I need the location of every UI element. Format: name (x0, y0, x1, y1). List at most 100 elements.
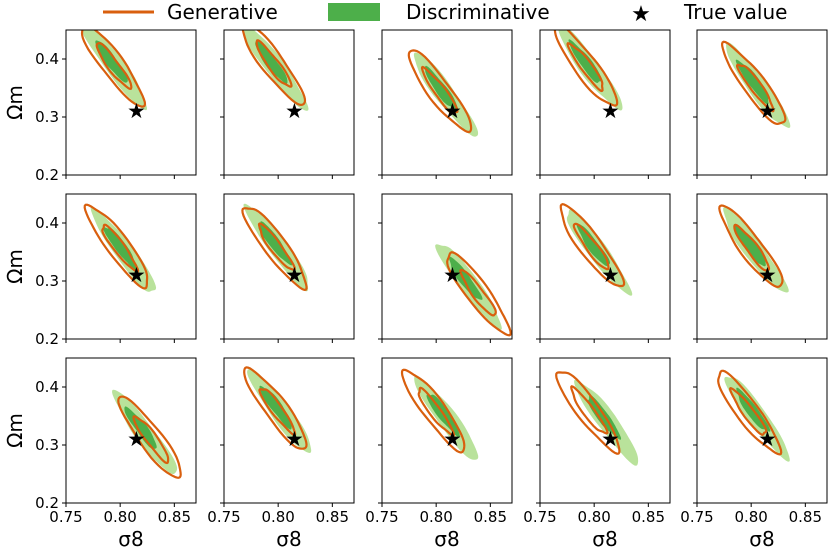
generative-inner-contour (258, 388, 297, 437)
legend: Generative Discriminative ★ True value (103, 0, 787, 27)
true-value-star-icon: ★ (127, 99, 146, 123)
generative-inner-contour (101, 223, 140, 273)
true-value-star-icon: ★ (443, 99, 462, 123)
panel-3-4: ★ 0.75 0.80 0.85 σ8 (523, 357, 671, 551)
generative-outer-contour (83, 203, 149, 290)
generative-outer-contour (446, 251, 512, 337)
x-tick-label: 0.80 (103, 508, 136, 526)
panel-2-5: ★ (693, 193, 828, 343)
y-tick-label: 0.2 (35, 330, 59, 348)
panel-frame (539, 29, 671, 176)
true-value-star-icon: ★ (285, 427, 304, 451)
generative-outer-contour (243, 366, 308, 450)
true-value-star-icon: ★ (601, 263, 620, 287)
panel-frame (539, 357, 671, 504)
discriminative-inner-region (576, 223, 610, 266)
true-value-star-icon: ★ (443, 263, 462, 287)
panel-1-4: ★ (536, 29, 671, 179)
x-tick-label: 0.75 (680, 508, 713, 526)
panel-frame (223, 29, 355, 176)
panel-1-2: ★ (220, 29, 355, 179)
panel-frame (381, 357, 513, 504)
x-tick-label: 0.85 (632, 508, 665, 526)
x-axis-label: σ8 (592, 527, 617, 551)
generative-outer-contour (718, 204, 784, 289)
panel-grid: ★ 0.2 0.3 0.4 Ωm ★ ★ ★ ★ ★ 0.2 0.3 0.4 Ωm ★ ★ ★ ★ ★ 0.2 0.3 0… (3, 29, 828, 551)
true-value-star-icon: ★ (127, 427, 146, 451)
true-value-star-icon: ★ (443, 427, 462, 451)
generative-outer-contour (400, 368, 466, 454)
panel-3-1: ★ 0.2 0.3 0.4 0.75 0.80 0.85 Ωm σ8 (3, 357, 197, 551)
generative-inner-contour (736, 63, 775, 113)
panel-1-1: ★ 0.2 0.3 0.4 Ωm (3, 29, 197, 184)
panel-frame (696, 357, 828, 504)
x-tick-label: 0.85 (789, 508, 822, 526)
legend-generative-label: Generative (167, 0, 278, 24)
generative-inner-contour (132, 415, 170, 465)
legend-true-value-label: True value (683, 0, 787, 24)
generative-inner-contour (566, 41, 604, 93)
x-tick-label: 0.75 (49, 508, 82, 526)
panel-frame (65, 357, 197, 504)
generative-outer-contour (720, 40, 787, 126)
panel-2-2: ★ (220, 193, 355, 343)
panel-frame (223, 357, 355, 504)
y-tick-label: 0.4 (35, 378, 59, 396)
true-value-star-icon: ★ (758, 99, 777, 123)
panel-frame (223, 193, 355, 340)
x-tick-label: 0.80 (734, 508, 767, 526)
y-tick-label: 0.2 (35, 166, 59, 184)
legend-discriminative-label: Discriminative (406, 0, 550, 24)
x-tick-label: 0.80 (419, 508, 452, 526)
discriminative-inner-region (255, 40, 288, 84)
generative-inner-contour (728, 387, 768, 436)
x-tick-label: 0.85 (158, 508, 191, 526)
y-tick-label: 0.3 (35, 108, 59, 126)
generative-inner-contour (95, 41, 133, 91)
generative-inner-contour (572, 222, 610, 271)
panel-frame (539, 193, 671, 340)
generative-inner-contour (570, 385, 609, 435)
x-tick-label: 0.75 (523, 508, 556, 526)
generative-outer-contour (407, 49, 473, 134)
x-tick-label: 0.85 (474, 508, 507, 526)
generative-inner-contour (420, 65, 459, 115)
panel-3-3: ★ 0.75 0.80 0.85 σ8 (365, 357, 513, 551)
discriminative-inner-region (95, 40, 128, 83)
panel-2-3: ★ (378, 193, 513, 343)
y-tick-label: 0.4 (35, 214, 59, 232)
generative-inner-contour (257, 222, 296, 271)
panel-frame (65, 193, 197, 340)
x-tick-label: 0.80 (261, 508, 294, 526)
panel-2-4: ★ (536, 193, 671, 343)
y-axis-label: Ωm (3, 413, 27, 448)
true-value-star-icon: ★ (601, 99, 620, 123)
generative-inner-contour (255, 39, 293, 88)
generative-outer-contour (717, 369, 783, 456)
generative-outer-contour (80, 30, 147, 108)
legend-discriminative-swatch (328, 3, 380, 21)
true-value-star-icon: ★ (285, 99, 304, 123)
generative-outer-contour (241, 30, 307, 107)
panel-2-1: ★ 0.2 0.3 0.4 Ωm (3, 193, 197, 348)
discriminative-inner-region (735, 59, 769, 105)
discriminative-inner-region (259, 385, 292, 430)
panel-frame (696, 193, 828, 340)
y-axis-label: Ωm (3, 85, 27, 120)
true-value-star-icon: ★ (285, 263, 304, 287)
y-tick-label: 0.3 (35, 436, 59, 454)
true-value-star-icon: ★ (127, 263, 146, 287)
generative-outer-contour (555, 371, 621, 455)
panel-3-5: ★ 0.75 0.80 0.85 σ8 (680, 357, 828, 551)
x-axis-label: σ8 (118, 527, 143, 551)
x-axis-label: σ8 (749, 527, 774, 551)
x-axis-label: σ8 (276, 527, 301, 551)
panel-frame (381, 29, 513, 176)
y-tick-label: 0.3 (35, 272, 59, 290)
generative-outer-contour (117, 395, 182, 479)
y-tick-label: 0.2 (35, 494, 59, 512)
legend-true-value-star-icon: ★ (631, 2, 651, 27)
true-value-star-icon: ★ (758, 263, 777, 287)
discriminative-inner-region (733, 224, 766, 267)
